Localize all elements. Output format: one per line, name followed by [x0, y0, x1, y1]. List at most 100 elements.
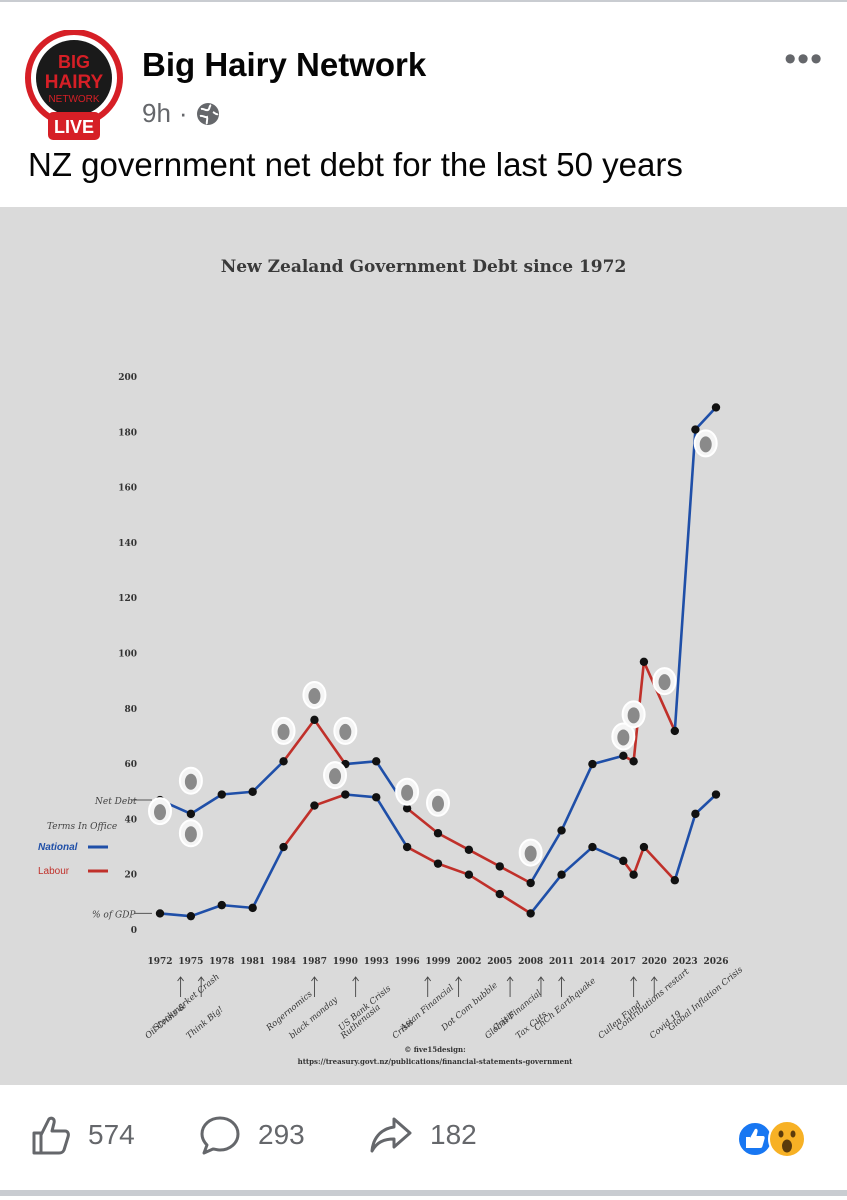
series-line-segment: [591, 754, 625, 766]
portrait-face: [699, 436, 712, 453]
more-options-icon[interactable]: •••: [784, 40, 823, 78]
series-line-segment: [313, 718, 347, 766]
page-avatar[interactable]: BIG HAIRY NETWORK LIVE: [24, 30, 124, 146]
data-point: [588, 842, 597, 852]
data-point: [711, 790, 721, 799]
annotation-arrow: [424, 976, 432, 997]
x-tick-label: 2002: [456, 957, 481, 967]
series-line-segment: [282, 804, 316, 849]
series-line-segment: [282, 718, 316, 763]
x-tick-label: 2023: [673, 957, 698, 967]
data-point: [217, 900, 226, 910]
event-annotation: US Bank Crisis: [337, 983, 394, 1033]
x-tick-label: 2020: [642, 957, 667, 967]
post-image[interactable]: New Zealand Government Debt since 1972 0…: [0, 207, 847, 1085]
wow-reaction-icon: [768, 1120, 806, 1158]
like-count: 574: [88, 1119, 135, 1150]
portrait-face: [184, 826, 197, 843]
data-point: [248, 787, 257, 796]
chart-title: New Zealand Government Debt since 1972: [220, 257, 627, 277]
series-line-segment: [632, 845, 646, 877]
x-tick-label: 2017: [611, 957, 636, 967]
x-tick-label: 1972: [147, 957, 172, 967]
data-point: [279, 757, 288, 766]
data-point: [639, 842, 649, 852]
annotation-arrow: [650, 976, 658, 997]
data-point: [670, 876, 680, 885]
credit-line-1: © five15design:: [404, 1045, 465, 1054]
annotation-arrow: [352, 976, 359, 997]
x-tick-label: 2011: [549, 957, 574, 967]
comment-button[interactable]: 293: [198, 1113, 305, 1157]
x-tick-label: 1987: [302, 957, 327, 967]
x-tick-label: 1990: [333, 957, 358, 967]
portrait-face: [658, 674, 671, 691]
y-tick-label: 80: [124, 705, 137, 715]
series-line-segment: [498, 892, 532, 915]
like-button[interactable]: 574: [28, 1113, 135, 1157]
data-point: [526, 878, 535, 888]
post-header: BIG HAIRY NETWORK LIVE Big Hairy Network…: [0, 14, 847, 140]
series-line-segment: [251, 760, 285, 794]
y-tick-label: 0: [131, 926, 137, 936]
x-tick-label: 1978: [209, 957, 234, 967]
reaction-summary[interactable]: [737, 1119, 817, 1159]
data-point: [464, 870, 474, 879]
y-tick-label: 40: [124, 815, 137, 825]
data-point: [186, 911, 196, 921]
series-line-segment: [498, 865, 532, 885]
series-line-segment: [694, 793, 718, 816]
series-line-segment: [591, 845, 625, 863]
bottom-divider: [0, 1190, 847, 1196]
annotation-arrow: [177, 976, 184, 997]
comment-count: 293: [258, 1119, 305, 1150]
data-point: [310, 715, 319, 725]
logo-text-network: NETWORK: [48, 94, 99, 105]
x-tick-label: 2026: [703, 957, 728, 967]
series-line-segment: [529, 829, 563, 885]
data-point: [495, 862, 504, 871]
data-point: [155, 909, 165, 918]
x-tick-label: 2005: [487, 957, 512, 967]
series-line-segment: [673, 428, 697, 733]
data-point: [341, 790, 350, 799]
credit-line-2: https://treasury.govt.nz/publications/fi…: [298, 1057, 574, 1066]
data-point: [186, 809, 196, 819]
x-tick-label: 1981: [240, 957, 265, 967]
action-bar: 574 293 182: [0, 1105, 847, 1175]
series-line-segment: [436, 831, 471, 852]
data-point: [619, 751, 628, 761]
series-line-segment: [374, 795, 409, 849]
data-point: [279, 842, 288, 852]
x-tick-label: 1996: [395, 957, 420, 967]
post-time[interactable]: 9h: [142, 98, 171, 128]
top-divider: [0, 0, 847, 2]
share-button[interactable]: 182: [368, 1113, 477, 1157]
portrait-face: [329, 768, 342, 785]
y-tick-label: 160: [118, 484, 137, 494]
share-count: 182: [430, 1119, 477, 1150]
data-point: [310, 801, 319, 810]
logo-text-hairy: HAIRY: [45, 72, 104, 93]
data-point: [433, 829, 443, 838]
data-point: [557, 870, 566, 879]
annotation-arrow: [630, 976, 637, 997]
data-point: [557, 826, 566, 835]
annotation-arrow: [197, 976, 205, 997]
x-tick-label: 1999: [425, 957, 450, 967]
data-point: [372, 757, 381, 766]
y-tick-label: 20: [124, 871, 137, 881]
series-line-segment: [642, 845, 677, 882]
portrait-face: [432, 795, 444, 812]
data-point: [464, 845, 474, 855]
data-point: [691, 809, 700, 819]
portrait-face: [184, 773, 197, 790]
pct-gdp-note: % of GDP: [92, 910, 136, 920]
data-point: [372, 793, 381, 802]
page-name[interactable]: Big Hairy Network: [142, 46, 427, 83]
series-line-segment: [189, 903, 224, 918]
data-point: [629, 757, 638, 766]
data-point: [526, 909, 535, 918]
y-tick-label: 120: [118, 594, 137, 604]
data-point: [248, 903, 257, 913]
